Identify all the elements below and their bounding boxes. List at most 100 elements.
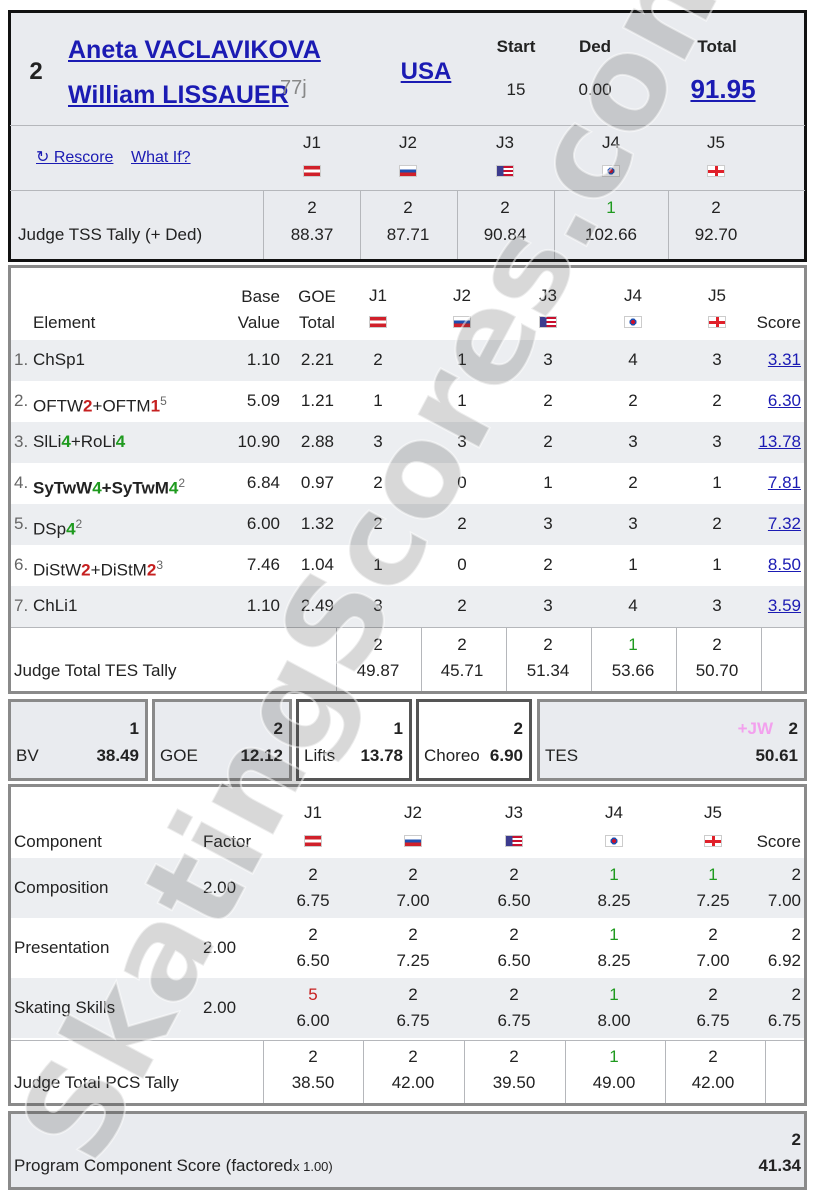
what-if-link[interactable]: What If? xyxy=(131,149,191,166)
divider xyxy=(457,191,458,259)
judge-rank: 2 xyxy=(509,1047,519,1066)
flag xyxy=(602,165,620,177)
summary-box xyxy=(152,699,292,781)
judge-mark: 6.75 xyxy=(497,1011,531,1030)
skater-name[interactable]: Aneta VACLAVIKOVA xyxy=(68,35,321,64)
element-score[interactable]: 6.30 xyxy=(767,391,801,410)
judge-goe: 3 xyxy=(373,596,383,615)
element-score[interactable]: 3.31 xyxy=(767,350,801,369)
flag xyxy=(704,835,722,847)
judge-goe: 2 xyxy=(457,514,467,533)
column-label: Component xyxy=(14,832,102,851)
element-name: ChLi1 xyxy=(33,595,77,617)
judge-total: 49.87 xyxy=(356,661,400,680)
element-score[interactable]: 7.32 xyxy=(767,514,801,533)
row-bg xyxy=(11,978,804,1038)
element-score[interactable]: 8.50 xyxy=(767,555,801,574)
element-part: SyTwW xyxy=(33,478,93,498)
judge-rank: 2 xyxy=(708,985,718,1004)
divider xyxy=(665,1041,666,1103)
component-score: 6.92 xyxy=(767,951,801,970)
element-score[interactable]: 7.81 xyxy=(767,473,801,492)
element-part: 4 xyxy=(168,478,179,498)
element-note: 5 xyxy=(160,394,167,408)
score-rank: 2 xyxy=(791,865,801,884)
skater-name[interactable]: William LISSAUER xyxy=(68,80,289,109)
judge-goe: 3 xyxy=(457,432,467,451)
judge-rank: 1 xyxy=(708,865,718,884)
judge-total: 53.66 xyxy=(611,661,655,680)
element-part: DiStW xyxy=(33,560,82,580)
judge-rank: 2 xyxy=(403,198,413,217)
judge-rank: 1 xyxy=(609,865,619,884)
flag xyxy=(453,316,471,328)
judge-goe: 3 xyxy=(712,432,722,451)
judge-total: 42.00 xyxy=(691,1073,735,1092)
pcs-value: 41.34 xyxy=(758,1156,801,1175)
judge-total: 50.70 xyxy=(695,661,739,680)
column-label: Total xyxy=(697,37,737,56)
judge-rank: 2 xyxy=(308,925,318,944)
element-part: OFTW xyxy=(33,396,84,416)
row-bg xyxy=(11,504,804,545)
judge-label: J5 xyxy=(707,133,725,152)
country[interactable]: USA xyxy=(400,58,452,85)
judge-goe: 2 xyxy=(457,596,467,615)
judge-rank: 2 xyxy=(712,635,722,654)
judge-total: 87.71 xyxy=(386,225,430,244)
element-part: +DiStM xyxy=(90,560,147,580)
judge-mark: 7.00 xyxy=(396,891,430,910)
factor: 2.00 xyxy=(203,998,237,1017)
element-part: 2 xyxy=(81,560,91,580)
judge-goe: 1 xyxy=(457,391,467,410)
divider xyxy=(363,1041,364,1103)
rescore-link[interactable]: ↻ Rescore xyxy=(36,149,114,166)
judge-rank: 1 xyxy=(606,198,616,217)
divider xyxy=(668,191,669,259)
judge-rank: 2 xyxy=(408,865,418,884)
component-score: 7.00 xyxy=(767,891,801,910)
goe-total: 1.04 xyxy=(300,555,334,574)
judge-mark: 7.00 xyxy=(696,951,730,970)
divider xyxy=(11,627,804,628)
column-label: Value xyxy=(237,313,280,332)
element-name: OFTW2+OFTM15 xyxy=(33,390,167,416)
judge-goe: 4 xyxy=(628,596,638,615)
judge-rank: 2 xyxy=(457,635,467,654)
element-number: 7. xyxy=(14,596,29,615)
judge-goe: 1 xyxy=(712,555,722,574)
judge-rank: 2 xyxy=(308,865,318,884)
divider xyxy=(761,628,762,691)
tally-label: Judge TSS Tally (+ Ded) xyxy=(18,225,203,244)
judge-mark: 8.25 xyxy=(597,951,631,970)
goe-total: 2.88 xyxy=(300,432,334,451)
divider xyxy=(360,191,361,259)
judge-rank: 2 xyxy=(373,635,383,654)
column-label: GOE xyxy=(298,287,336,306)
element-score[interactable]: 3.59 xyxy=(767,596,801,615)
judge-label: J3 xyxy=(505,803,523,822)
summary-value: 13.78 xyxy=(360,746,403,765)
total-score[interactable]: 91.95 xyxy=(690,74,756,104)
judge-rank: 2 xyxy=(509,925,519,944)
divider xyxy=(676,628,677,691)
element-number: 4. xyxy=(14,473,29,492)
judge-mark: 8.00 xyxy=(597,1011,631,1030)
judge-total: 92.70 xyxy=(694,225,738,244)
element-part: SlLi xyxy=(33,432,62,451)
base-value: 10.90 xyxy=(237,432,280,451)
judge-rank: 2 xyxy=(543,635,553,654)
divider xyxy=(263,1041,264,1103)
judge-rank: 2 xyxy=(308,1047,318,1066)
divider xyxy=(464,1041,465,1103)
judge-rank: 5 xyxy=(308,985,318,1004)
summary-value: 38.49 xyxy=(96,746,139,765)
judge-goe: 2 xyxy=(543,555,553,574)
element-note: 3 xyxy=(156,558,164,572)
judge-goe: 2 xyxy=(543,391,553,410)
judge-goe: 1 xyxy=(457,350,467,369)
goe-total: 2.21 xyxy=(300,350,334,369)
judge-label: J4 xyxy=(605,803,623,822)
base-value: 6.00 xyxy=(246,514,280,533)
element-score[interactable]: 13.78 xyxy=(758,432,801,451)
